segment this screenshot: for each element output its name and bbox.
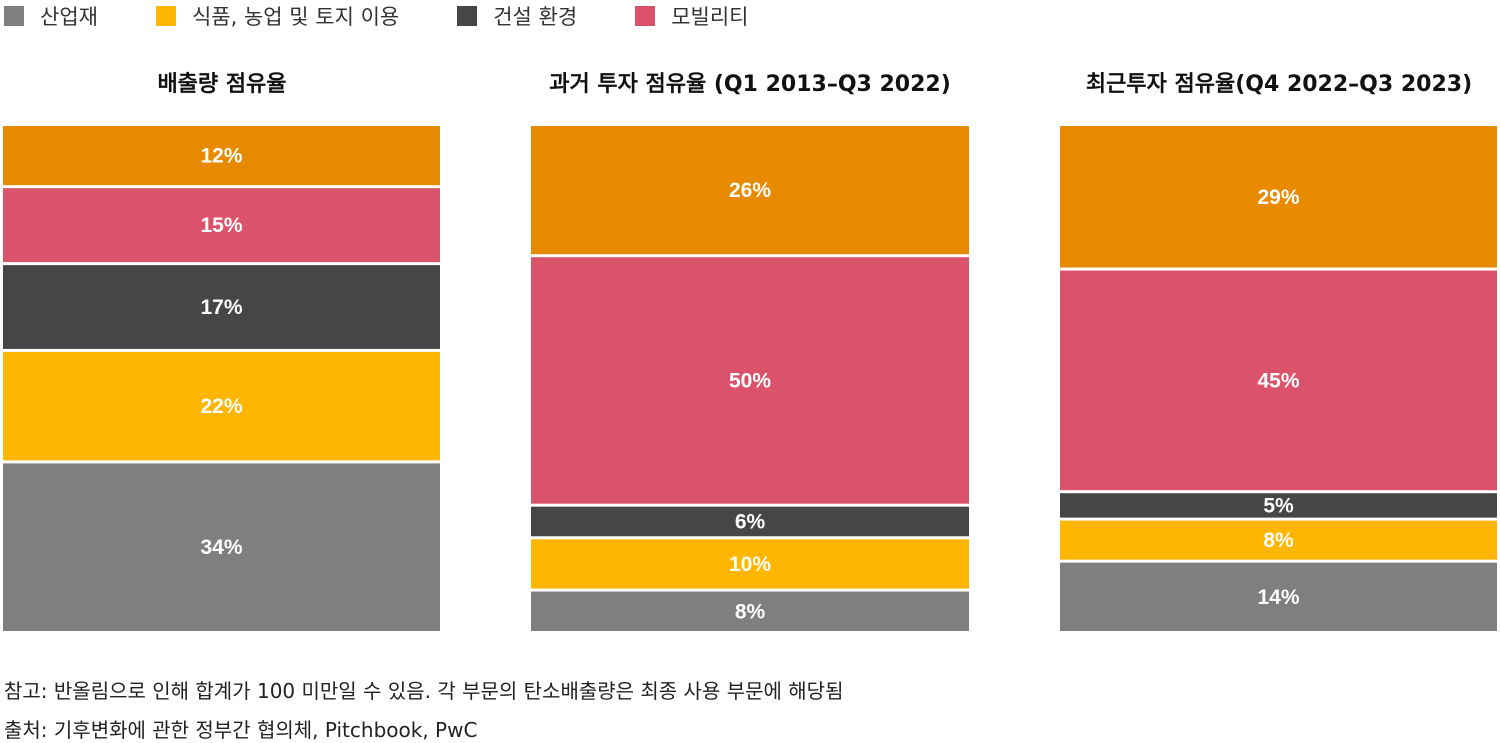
data-label-built-environment: 17% <box>200 296 242 319</box>
data-label-food-agriculture: 10% <box>729 553 771 576</box>
bar-segment-mobility <box>1060 270 1497 491</box>
legend-label-built-environment: 건설 환경 <box>493 5 578 29</box>
data-label-mobility: 45% <box>1257 369 1299 392</box>
legend-swatch-food-agriculture <box>155 6 176 26</box>
data-label-other: 29% <box>1257 186 1299 209</box>
legend-swatch-mobility <box>635 6 656 26</box>
legend: 산업재 식품, 농업 및 토지 이용 건설 환경 모빌리티 <box>4 2 806 30</box>
bar-segment-built-environment <box>1060 493 1497 518</box>
bar-segment-built-environment <box>531 506 969 537</box>
chart-title-emissions-share: 배출량 점유율 <box>157 72 287 97</box>
bar-segment-industrial <box>3 463 440 631</box>
chart-title-recent-investment-share: 최근투자 점유율(Q4 2022–Q3 2023) <box>1085 72 1473 97</box>
data-label-industrial: 8% <box>735 600 766 623</box>
legend-swatch-built-environment <box>457 6 478 26</box>
bar-segment-food-agriculture <box>531 539 969 589</box>
bar-segment-other <box>3 126 440 186</box>
data-label-food-agriculture: 8% <box>1263 529 1294 552</box>
data-label-mobility: 15% <box>200 214 242 237</box>
legend-item-built-environment: 건설 환경 <box>457 1 577 31</box>
bar-segment-food-agriculture <box>3 351 440 461</box>
bar-segment-mobility <box>531 257 969 504</box>
bar-segment-industrial <box>1060 562 1497 631</box>
legend-item-industrial: 산업재 <box>4 1 98 31</box>
data-label-food-agriculture: 22% <box>200 395 242 418</box>
bar-segment-mobility <box>3 188 440 263</box>
bar-segment-other <box>531 126 969 255</box>
data-label-other: 12% <box>200 145 242 168</box>
bar-segment-food-agriculture <box>1060 520 1497 560</box>
source-note: 출처: 기후변화에 관한 정부간 협의체, Pitchbook, PwC <box>4 718 478 742</box>
data-label-built-environment: 6% <box>735 510 766 533</box>
data-label-built-environment: 5% <box>1263 494 1294 517</box>
legend-label-mobility: 모빌리티 <box>671 5 749 29</box>
legend-label-food-agriculture: 식품, 농업 및 토지 이용 <box>191 5 400 29</box>
footnote: 참고: 반올림으로 인해 합계가 100 미만일 수 있음. 각 부문의 탄소배… <box>4 679 844 703</box>
legend-label-industrial: 산업재 <box>40 5 98 29</box>
bar-segment-industrial <box>531 591 969 631</box>
data-label-other: 26% <box>729 179 771 202</box>
data-label-mobility: 50% <box>729 369 771 392</box>
chart-title-past-investment-share: 과거 투자 점유율 (Q1 2013–Q3 2022) <box>549 72 951 97</box>
data-label-industrial: 14% <box>1257 586 1299 609</box>
bar-segment-built-environment <box>3 265 440 349</box>
legend-item-mobility: 모빌리티 <box>635 1 748 31</box>
data-label-industrial: 34% <box>200 536 242 559</box>
bar-segment-other <box>1060 126 1497 268</box>
legend-swatch-industrial <box>4 6 24 26</box>
legend-item-food-agriculture: 식품, 농업 및 토지 이용 <box>155 1 400 31</box>
